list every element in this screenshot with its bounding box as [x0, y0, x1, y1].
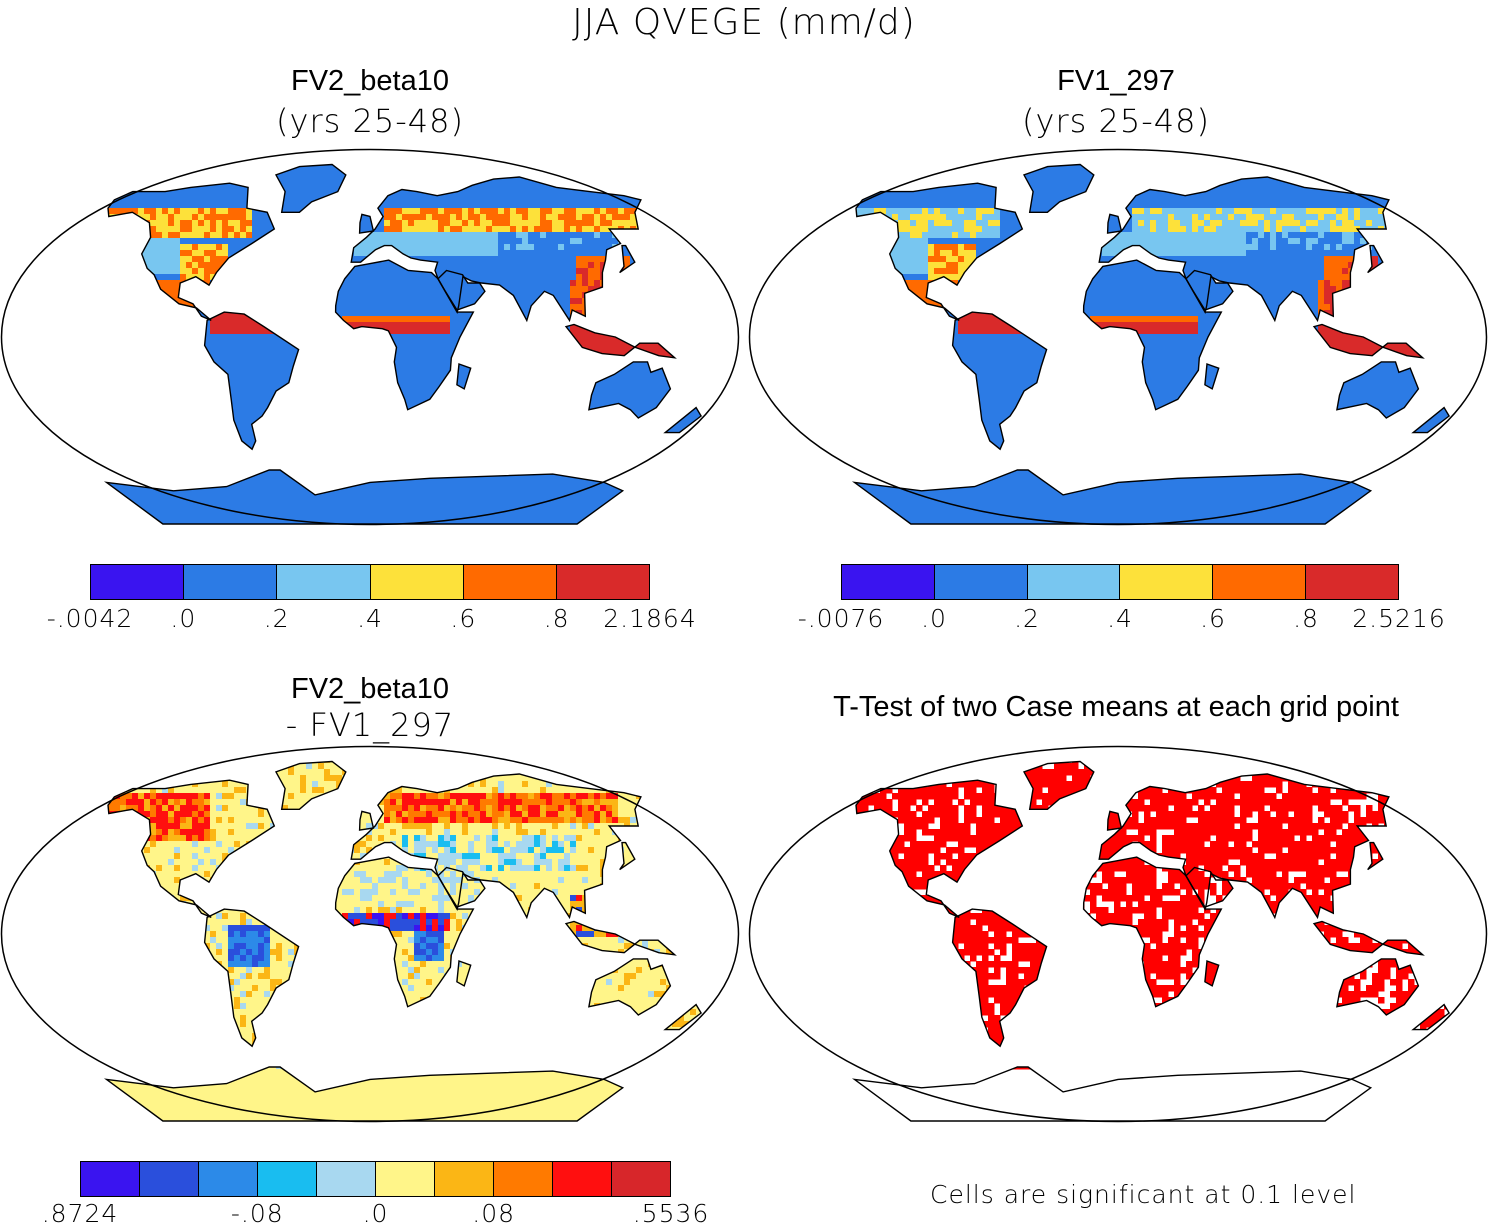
- colorbar-tick-label: .6: [1200, 604, 1226, 633]
- colorbar-fv1: [841, 564, 1399, 600]
- colorbar-swatch: [612, 1162, 670, 1196]
- colorbar-swatch: [376, 1162, 435, 1196]
- colorbar-swatch: [184, 565, 277, 599]
- colorbar-swatch: [842, 565, 935, 599]
- panel-fv2-subtitle: (yrs 25-48): [0, 102, 740, 140]
- colorbar-swatch: [1213, 565, 1306, 599]
- map-fv2: [0, 148, 740, 526]
- colorbar-tick-label: .6: [450, 604, 476, 633]
- colorbar-swatch: [935, 565, 1028, 599]
- map-fv1: [748, 148, 1488, 526]
- colorbar-swatch: [553, 1162, 612, 1196]
- colorbar-tick-label: .8: [544, 604, 570, 633]
- colorbar-tick-label: -.0042: [47, 604, 134, 633]
- colorbar-swatch: [464, 565, 557, 599]
- figure-title: JJA QVEGE (mm/d): [0, 2, 1488, 43]
- colorbar-swatch: [371, 565, 464, 599]
- panel-fv1-subtitle: (yrs 25-48): [744, 102, 1488, 140]
- colorbar-swatch: [317, 1162, 376, 1196]
- colorbar-tick-label: .8724: [42, 1199, 119, 1228]
- colorbar-tick-label: 2.1864: [603, 604, 696, 633]
- panel-ttest-title: T-Test of two Case means at each grid po…: [744, 690, 1488, 724]
- colorbar-tick-label: .08: [472, 1199, 515, 1228]
- colorbar-swatch: [1306, 565, 1398, 599]
- colorbar-tick-label: .2: [1014, 604, 1040, 633]
- map-ttest: [748, 745, 1488, 1123]
- panel-fv2-title: FV2_beta10: [0, 64, 740, 98]
- colorbar-tick-label: .4: [357, 604, 383, 633]
- colorbar-swatch: [81, 1162, 140, 1196]
- colorbar-swatch: [91, 565, 184, 599]
- significance-note: Cells are significant at 0.1 level: [930, 1180, 1356, 1209]
- colorbar-tick-label: .0: [170, 604, 196, 633]
- panel-diff-title: FV2_beta10: [0, 672, 740, 706]
- colorbar-tick-label: .2: [264, 604, 290, 633]
- colorbar-tick-label: .8: [1293, 604, 1319, 633]
- colorbar-swatch: [435, 1162, 494, 1196]
- colorbar-swatch: [277, 565, 370, 599]
- colorbar-tick-label: .0: [921, 604, 947, 633]
- panel-diff-subtitle: - FV1_297: [0, 706, 740, 744]
- colorbar-fv2: [90, 564, 650, 600]
- colorbar-swatch: [1120, 565, 1213, 599]
- colorbar-swatch: [258, 1162, 317, 1196]
- colorbar-swatch: [494, 1162, 553, 1196]
- colorbar-tick-label: .0: [363, 1199, 389, 1228]
- colorbar-tick-label: 2.5216: [1352, 604, 1445, 633]
- map-diff: [0, 745, 740, 1123]
- colorbar-tick-label: .5536: [633, 1199, 710, 1228]
- colorbar-tick-label: -.0076: [798, 604, 885, 633]
- colorbar-swatch: [140, 1162, 199, 1196]
- colorbar-swatch: [199, 1162, 258, 1196]
- colorbar-diff: [80, 1161, 671, 1197]
- colorbar-tick-label: -.08: [231, 1199, 284, 1228]
- panel-fv1-title: FV1_297: [744, 64, 1488, 98]
- colorbar-swatch: [557, 565, 649, 599]
- colorbar-tick-label: .4: [1107, 604, 1133, 633]
- colorbar-swatch: [1028, 565, 1121, 599]
